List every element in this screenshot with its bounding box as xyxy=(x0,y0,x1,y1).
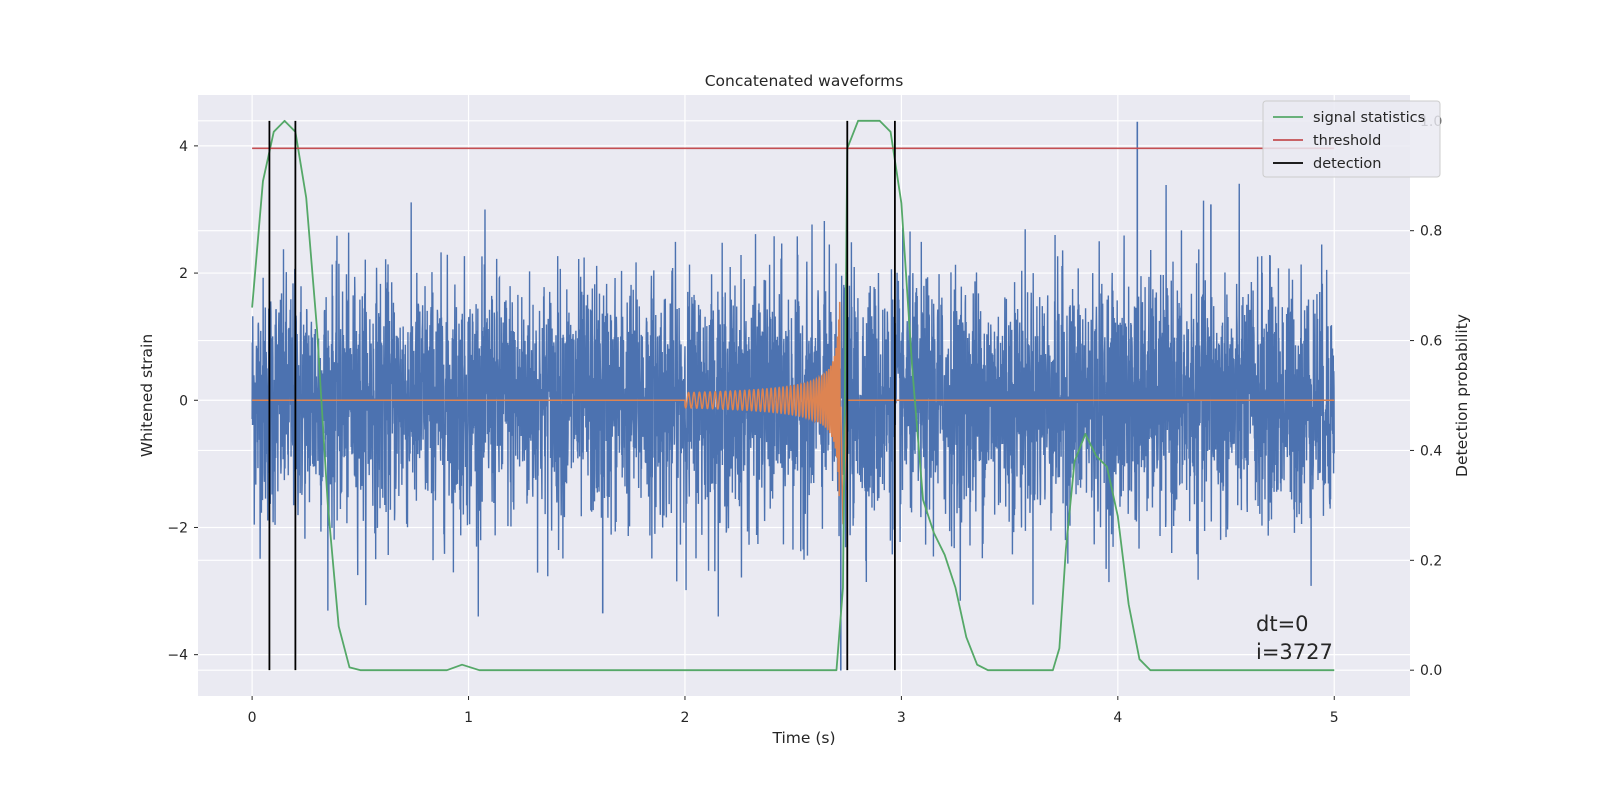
y2-tick-label: 0.2 xyxy=(1420,553,1442,569)
y2-tick-label: 0.8 xyxy=(1420,224,1442,240)
noise-series-peaks xyxy=(601,121,1212,671)
x-tick-label: 2 xyxy=(681,710,690,726)
annotation-dt: dt=0 xyxy=(1256,612,1309,636)
legend-box xyxy=(1262,100,1441,178)
plot-content xyxy=(251,119,1335,672)
signal-statistics-line xyxy=(251,119,1335,672)
y-axis-label: Whitened strain xyxy=(138,334,156,457)
y2-axis-label: Detection probability xyxy=(1453,314,1471,477)
x-tick-label: 3 xyxy=(897,710,906,726)
y-tick-label: 4 xyxy=(179,139,188,155)
y2-tick-label: 0.0 xyxy=(1420,663,1442,679)
y-tick-label: −4 xyxy=(167,648,188,664)
x-tick-label: 1 xyxy=(464,710,473,726)
legend-label: signal statistics xyxy=(1313,110,1425,126)
x-tick-label: 5 xyxy=(1330,710,1339,726)
legend: signal statistics threshold detection xyxy=(1262,100,1441,178)
y-tick-label: 0 xyxy=(179,393,188,409)
legend-label: detection xyxy=(1313,156,1381,172)
y-tick-label: −2 xyxy=(167,520,188,536)
x-tick-label: 4 xyxy=(1113,710,1122,726)
y-tick-label: 2 xyxy=(179,266,188,282)
x-axis-label: Time (s) xyxy=(771,729,835,747)
legend-label: threshold xyxy=(1313,133,1381,149)
y2-tick-label: 0.6 xyxy=(1420,334,1442,350)
waveform-series-line xyxy=(252,301,1335,525)
y2-tick-label: 0.4 xyxy=(1420,443,1442,459)
chart-title: Concatenated waveforms xyxy=(705,72,904,90)
annotation-index: i=3727 xyxy=(1256,640,1333,664)
x-tick-label: 0 xyxy=(248,710,257,726)
